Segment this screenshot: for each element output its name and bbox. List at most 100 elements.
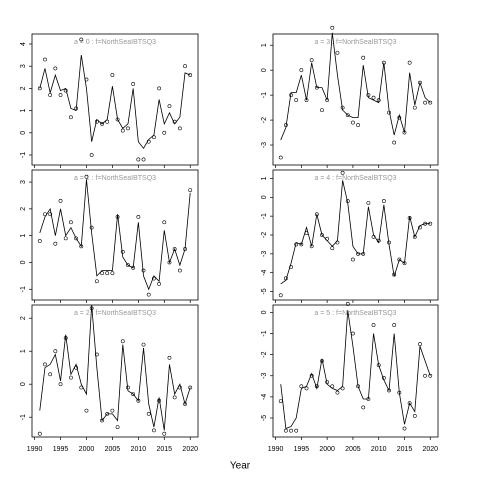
data-point <box>320 108 324 113</box>
y-tick-label: 2 <box>20 207 27 211</box>
data-point <box>89 225 94 230</box>
data-point <box>105 271 110 276</box>
fit-line <box>39 179 191 291</box>
data-point <box>392 323 397 327</box>
data-point <box>309 58 314 63</box>
y-tick-label: 0 <box>20 382 27 386</box>
y-tick-label: 1 <box>20 109 27 113</box>
data-point <box>299 384 304 389</box>
panel: a = 2 : f=NorthSeaIBTSQ3 -1 0 1 2 1990 1995 200… <box>20 304 199 453</box>
panel: a = 5 : f=NorthSeaIBTSQ3 -5 -4 -3 -2 -1 0 1990 1… <box>261 302 439 453</box>
data-point <box>100 271 104 276</box>
y-tick-label: 1 <box>20 234 27 238</box>
y-tick-label: 4 <box>20 42 27 46</box>
y-tick-label: 0 <box>261 310 268 314</box>
y-tick-label: 0 <box>261 68 268 72</box>
data-point <box>351 120 355 125</box>
x-tick-label: 2005 <box>105 446 121 453</box>
panel-title: a = 0 : f=NorthSeaIBTSQ3 <box>74 39 156 46</box>
data-point <box>69 115 73 120</box>
data-point <box>58 198 63 203</box>
data-point <box>371 95 376 100</box>
x-tick-label: 2010 <box>371 446 387 453</box>
y-tick-label: 0 <box>261 195 268 199</box>
data-point <box>428 373 433 378</box>
data-point <box>110 73 115 77</box>
data-point <box>412 413 417 418</box>
y-tick-label: 1 <box>20 349 27 353</box>
x-tick-label: 2020 <box>422 446 438 453</box>
data-point <box>120 339 125 344</box>
y-tick-label: 2 <box>20 86 27 90</box>
y-tick-label: -1 <box>261 213 268 219</box>
y-tick-label: -4 <box>261 269 268 275</box>
y-tick-label: -2 <box>261 117 268 123</box>
data-point <box>146 292 151 297</box>
panel: a = 0 : f=NorthSeaIBTSQ3 -1 0 1 2 3 4 <box>20 33 199 168</box>
data-point <box>105 119 110 124</box>
data-point <box>136 157 141 162</box>
fit-line <box>280 180 431 285</box>
data-point <box>283 428 288 433</box>
x-tick-label: 2015 <box>156 446 172 453</box>
plot-frame <box>31 33 199 166</box>
data-point <box>146 411 151 416</box>
panel: a = 1 : f=NorthSeaIBTSQ3 -1 0 1 2 3 <box>20 169 199 303</box>
y-tick-label: -3 <box>261 251 268 257</box>
data-point <box>345 302 350 306</box>
y-tick-label: -2 <box>261 232 268 238</box>
y-tick-label: 0 <box>20 131 27 135</box>
x-tick-label: 1995 <box>294 446 310 453</box>
data-point <box>361 55 366 60</box>
data-point <box>402 426 407 431</box>
data-point <box>183 64 187 69</box>
data-point <box>53 241 58 246</box>
data-point <box>69 375 73 380</box>
data-point <box>115 425 120 430</box>
plot-frame <box>272 33 439 166</box>
data-point <box>177 268 182 273</box>
data-point <box>351 331 355 336</box>
data-point <box>188 73 193 77</box>
y-tick-label: -2 <box>261 351 268 357</box>
data-point <box>278 155 283 160</box>
data-point <box>126 126 130 131</box>
data-point <box>157 282 161 286</box>
data-point <box>120 128 125 133</box>
data-point <box>43 362 47 367</box>
data-point <box>188 188 193 193</box>
plot-frame <box>31 169 199 301</box>
data-point <box>278 293 283 298</box>
data-point <box>94 352 99 357</box>
y-tick-label: -1 <box>261 330 268 336</box>
data-point <box>361 405 366 410</box>
data-point <box>392 140 397 145</box>
y-tick-label: 1 <box>261 43 268 47</box>
data-point <box>141 342 146 347</box>
data-point <box>397 257 402 262</box>
y-tick-label: 1 <box>261 176 268 180</box>
data-point <box>407 60 412 65</box>
panel-title: a = 3 : f=NorthSeaIBTSQ3 <box>314 39 396 46</box>
data-point <box>141 268 146 273</box>
x-tick-label: 1990 <box>27 446 43 453</box>
data-point <box>94 279 99 284</box>
fit-line <box>280 310 431 430</box>
data-point <box>412 105 417 110</box>
plot-frame <box>31 304 199 438</box>
data-point <box>53 66 58 71</box>
x-tick-label: 2005 <box>345 446 361 453</box>
data-point <box>131 392 136 397</box>
data-point <box>167 104 172 109</box>
data-point <box>74 236 78 241</box>
data-point <box>48 93 53 97</box>
data-point <box>299 68 304 73</box>
data-point <box>183 402 187 406</box>
panel-title: a = 4 : f=NorthSeaIBTSQ3 <box>314 175 396 182</box>
panel: a = 3 : f=NorthSeaIBTSQ3 -3 -2 -1 0 1 <box>261 25 439 168</box>
data-point <box>304 386 309 391</box>
data-point <box>299 242 304 247</box>
y-tick-label: 3 <box>20 180 27 184</box>
x-tick-label: 2010 <box>131 446 147 453</box>
